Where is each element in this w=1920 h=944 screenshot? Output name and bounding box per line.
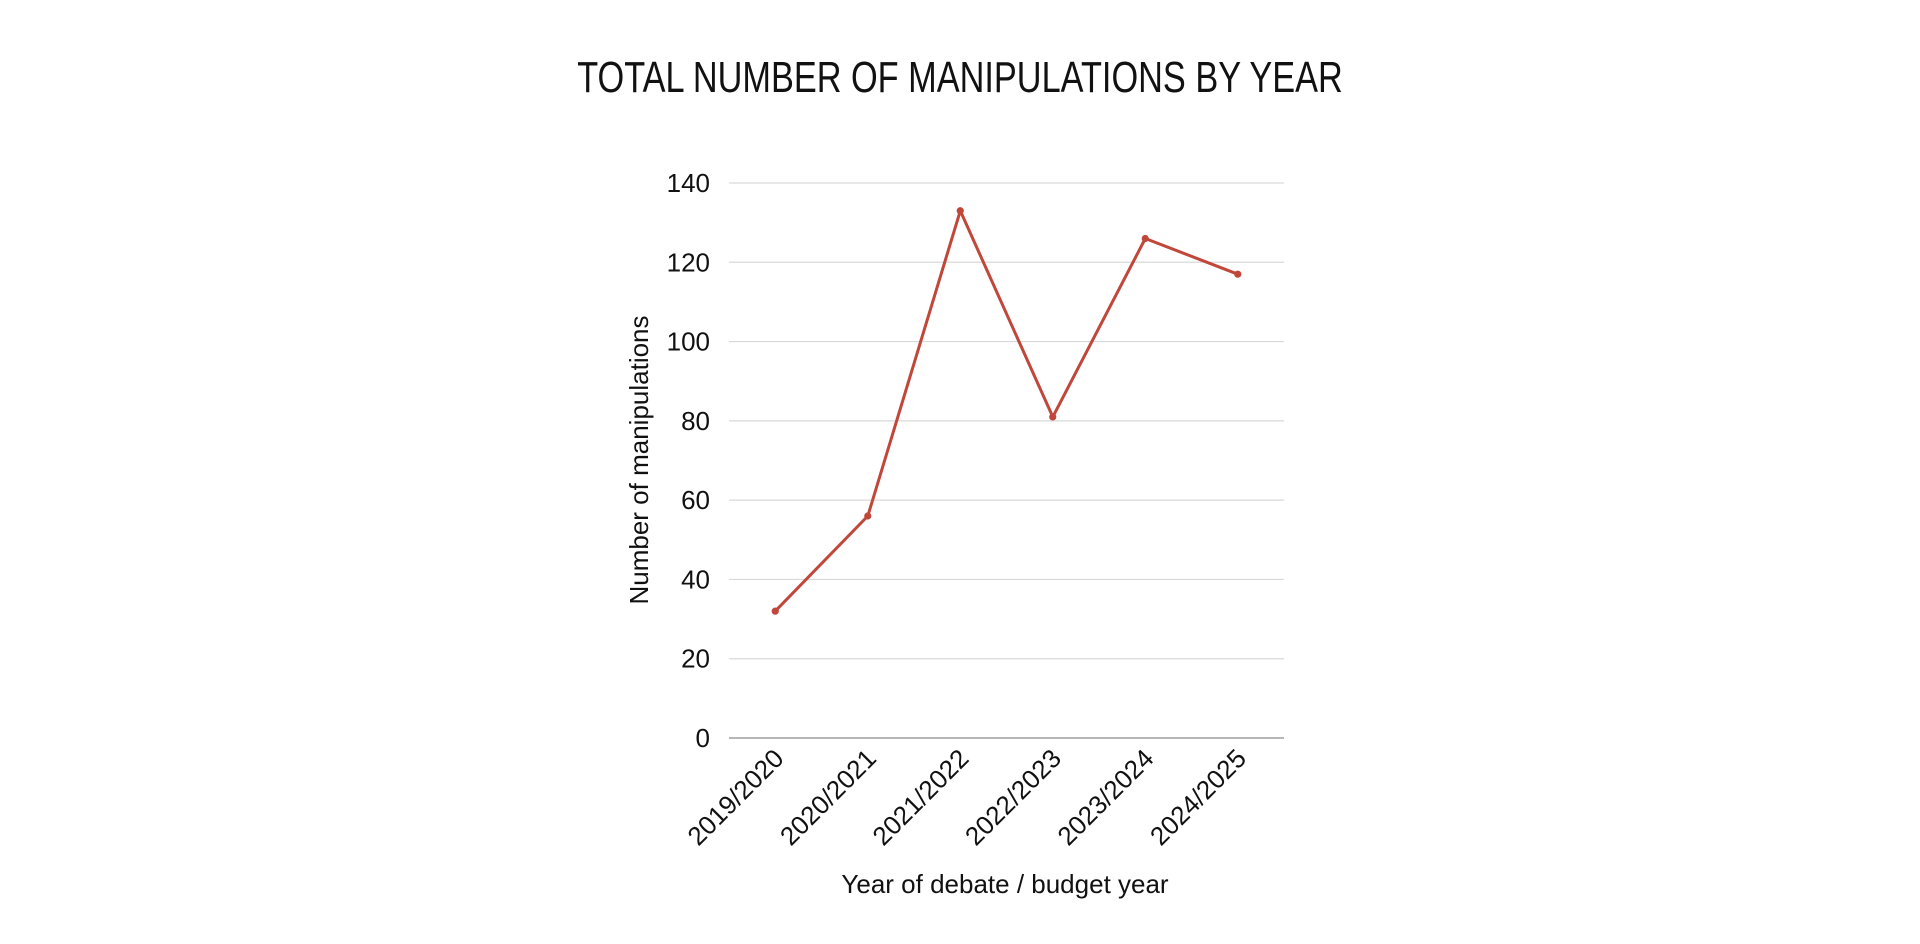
y-tick-label: 140 [667,168,710,198]
series-layer [771,207,1242,615]
chart-title: TOTAL NUMBER OF MANIPULATIONS BY YEAR [577,53,1343,102]
data-point [1049,413,1057,421]
gridlines [729,182,1284,739]
x-axis-ticks: 2019/20202020/20212021/20222022/20232023… [681,743,1252,851]
y-axis-ticks: 0 20 40 60 80 100 120 140 [667,168,710,753]
y-tick-label: 40 [681,564,710,594]
data-point [771,607,779,615]
x-tick-label: 2022/2023 [959,743,1067,851]
x-tick-label: 2023/2024 [1051,743,1159,851]
y-axis-label: Number of manipulations [624,315,654,604]
x-tick-label: 2020/2021 [774,743,882,851]
y-tick-label: 120 [667,247,710,277]
data-point [864,512,872,520]
y-tick-label: 20 [681,644,710,674]
y-tick-label: 80 [681,406,710,436]
x-axis-label: Year of debate / budget year [841,869,1169,899]
data-point [1234,270,1242,278]
x-tick-label: 2019/2020 [681,743,789,851]
data-point [1141,234,1149,243]
x-tick-label: 2021/2022 [866,743,974,851]
y-tick-label: 100 [667,327,710,357]
series-line [773,209,1240,613]
y-tick-label: 0 [696,723,710,753]
data-point [956,207,964,215]
y-tick-label: 60 [681,485,710,515]
x-tick-label: 2024/2025 [1144,743,1252,851]
